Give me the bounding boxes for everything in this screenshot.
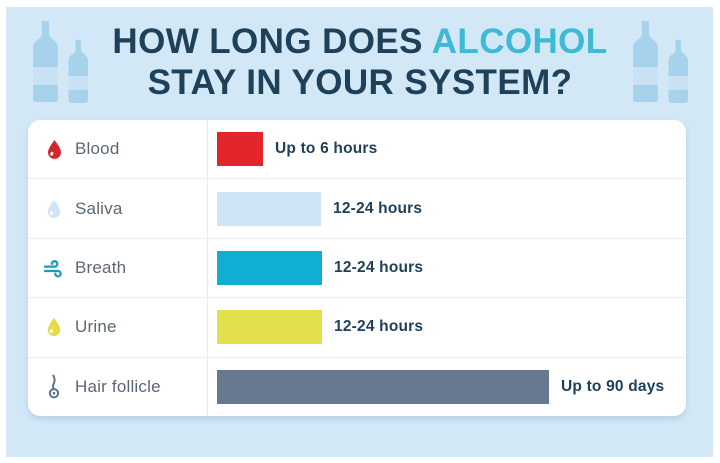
duration-cell: 12-24 hours [208,239,686,297]
duration-value: 12-24 hours [333,199,423,217]
title-line1: HOW LONG DOES ALCOHOL [0,21,720,62]
duration-value: 12-24 hours [334,318,424,336]
duration-value: Up to 90 days [561,377,665,395]
breath-wind-icon [41,255,67,281]
saliva-drop-icon [41,196,67,222]
duration-bar [217,132,263,167]
duration-bar [217,251,322,286]
duration-bar [217,369,549,404]
sample-cell: Saliva [28,179,208,238]
wine-bottles-icon [26,20,88,106]
duration-cell: 12-24 hours [208,179,686,237]
table-row: Blood Up to 6 hours [28,120,686,180]
title-text: HOW LONG DOES [112,22,432,61]
sample-cell: Breath [28,238,208,298]
sample-label: Blood [75,139,120,159]
sample-cell: Blood [28,120,208,179]
urine-drop-icon [41,314,67,340]
sample-label: Hair follicle [75,376,161,396]
table-row: Saliva 12-24 hours [28,179,686,239]
duration-value: Up to 6 hours [275,140,378,158]
duration-cell: Up to 90 days [208,358,686,416]
duration-cell: Up to 6 hours [208,120,686,178]
table-row: Hair follicle Up to 90 days [28,357,686,416]
title-line2: STAY IN YOUR SYSTEM? [147,63,573,102]
blood-drop-icon [41,136,67,162]
sample-label: Breath [75,258,127,278]
duration-bar [217,191,321,226]
duration-value: 12-24 hours [334,259,424,277]
title-highlight: ALCOHOL [431,22,608,61]
sample-label: Saliva [75,198,123,218]
sample-label: Urine [75,317,117,337]
sample-cell: Hair follicle [28,357,208,416]
table-row: Urine 12-24 hours [28,298,686,358]
wine-bottles-icon [626,20,688,106]
table-row: Breath 12-24 hours [28,238,686,299]
hair-follicle-icon [41,374,67,400]
duration-cell: 12-24 hours [208,298,686,356]
sample-cell: Urine [28,298,208,357]
duration-table: Blood Up to 6 hours Saliva 12-24 hours B… [28,120,686,416]
page-title: HOW LONG DOES ALCOHOL STAY IN YOUR SYSTE… [0,21,720,103]
duration-bar [217,310,322,345]
